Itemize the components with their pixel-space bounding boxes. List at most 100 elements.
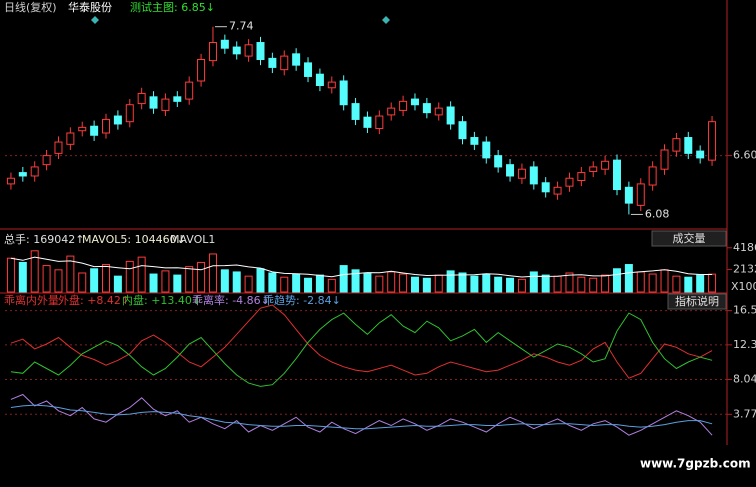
volume-bar: [125, 260, 134, 293]
candle-body: [66, 132, 75, 145]
candle-body: [434, 107, 443, 116]
volume-bar: [434, 274, 443, 293]
volume-bar: [410, 276, 419, 293]
indicator-line: [10, 393, 713, 436]
volume-bar: [601, 274, 610, 293]
volume-bar: [232, 271, 241, 293]
volume-bar: [708, 273, 717, 293]
candle-body: [506, 164, 515, 177]
legend-entry: 外盘: +8.42↑: [58, 293, 130, 307]
candle-body: [327, 81, 336, 89]
volume-bar: [375, 275, 384, 293]
candle-body: [648, 166, 657, 186]
candle-body: [577, 172, 586, 182]
high-label: 7.74: [229, 20, 254, 33]
candle-body: [422, 103, 431, 114]
volume-bar: [672, 275, 681, 293]
candle-body: [42, 155, 51, 166]
candle-body: [612, 159, 621, 191]
candle-body: [54, 141, 63, 154]
volume-bar: [268, 272, 277, 293]
candle-body: [90, 125, 99, 136]
candle-body: [256, 42, 265, 60]
volume-bar: [529, 271, 538, 293]
volume-bar: [458, 272, 467, 293]
volume-bar: [482, 273, 491, 293]
candle-body: [375, 115, 384, 129]
volume-bar: [18, 261, 27, 293]
volume-bar: [54, 269, 63, 293]
volume-bar: [399, 273, 408, 293]
candle-body: [173, 96, 182, 102]
candle-body: [684, 137, 693, 154]
volume-bar: [327, 278, 336, 293]
y-tick-label: 2132: [733, 262, 756, 275]
volume-title: 总手: 169042↑: [4, 232, 84, 246]
candle-body: [399, 100, 408, 111]
volume-bar: [315, 274, 324, 293]
legend-entry: MAVOL1: [170, 233, 215, 246]
volume-bar: [553, 275, 562, 293]
candle-body: [292, 53, 301, 66]
legend-entry: 乖离率: -4.86↓: [192, 293, 270, 307]
candle-body: [696, 150, 705, 159]
candle-body: [30, 166, 39, 177]
candle-body: [672, 138, 681, 152]
y-tick-label: 8.04: [733, 373, 756, 386]
indicator-line: [10, 404, 713, 430]
volume-bar: [387, 271, 396, 293]
candle-body: [220, 39, 229, 49]
candle-body: [304, 62, 313, 77]
volume-bar: [30, 250, 39, 293]
average-line: [10, 256, 713, 278]
marker: [91, 16, 99, 24]
candle-body: [410, 98, 419, 106]
y-tick-label: 6.60: [733, 149, 756, 162]
volume-bar: [185, 266, 194, 293]
volume-bar: [173, 274, 182, 293]
candle-body: [482, 141, 491, 159]
stock-name: 华泰股份: [68, 0, 112, 14]
legend-entry: MAVOL5: 104460↓: [82, 233, 186, 246]
volume-bar: [66, 255, 75, 293]
volume-bar: [304, 277, 313, 293]
candle-body: [208, 42, 217, 62]
volume-bar: [149, 273, 158, 293]
candle-body: [6, 177, 15, 185]
button[interactable]: [651, 230, 727, 247]
button[interactable]: [667, 293, 727, 310]
volume-bar: [696, 274, 705, 293]
candle-body: [494, 155, 503, 168]
volume-bar: [636, 271, 645, 293]
candle-body: [446, 106, 455, 125]
volume-bar: [161, 270, 170, 293]
candle-body: [387, 107, 396, 116]
button-label[interactable]: 成交量: [673, 231, 706, 245]
candle-body: [315, 73, 324, 87]
candle-body: [553, 186, 562, 195]
legend-entry: 内盘: +13.40↓: [122, 293, 201, 307]
candle-body: [78, 126, 87, 132]
volume-bar: [78, 272, 87, 293]
candle-body: [161, 98, 170, 111]
button-label[interactable]: 指标说明: [675, 294, 719, 308]
candle-body: [601, 160, 610, 170]
candle-body: [517, 168, 526, 179]
candle-body: [18, 172, 27, 177]
volume-bar: [102, 264, 111, 293]
candle-body: [708, 121, 717, 161]
indicator-title: 乖离内外量: [4, 293, 59, 307]
volume-bar: [470, 275, 479, 293]
candle-body: [589, 166, 598, 172]
low-label: 6.08: [645, 207, 670, 220]
volume-bar: [648, 273, 657, 293]
candle-body: [565, 177, 574, 187]
candle-body: [529, 166, 538, 185]
candle-body: [268, 57, 277, 68]
watermark: www.7gpzb.com: [640, 457, 751, 471]
candle-body: [149, 96, 158, 109]
candle-body: [113, 115, 122, 125]
volume-bar: [363, 272, 372, 293]
volume-bar: [256, 268, 265, 293]
